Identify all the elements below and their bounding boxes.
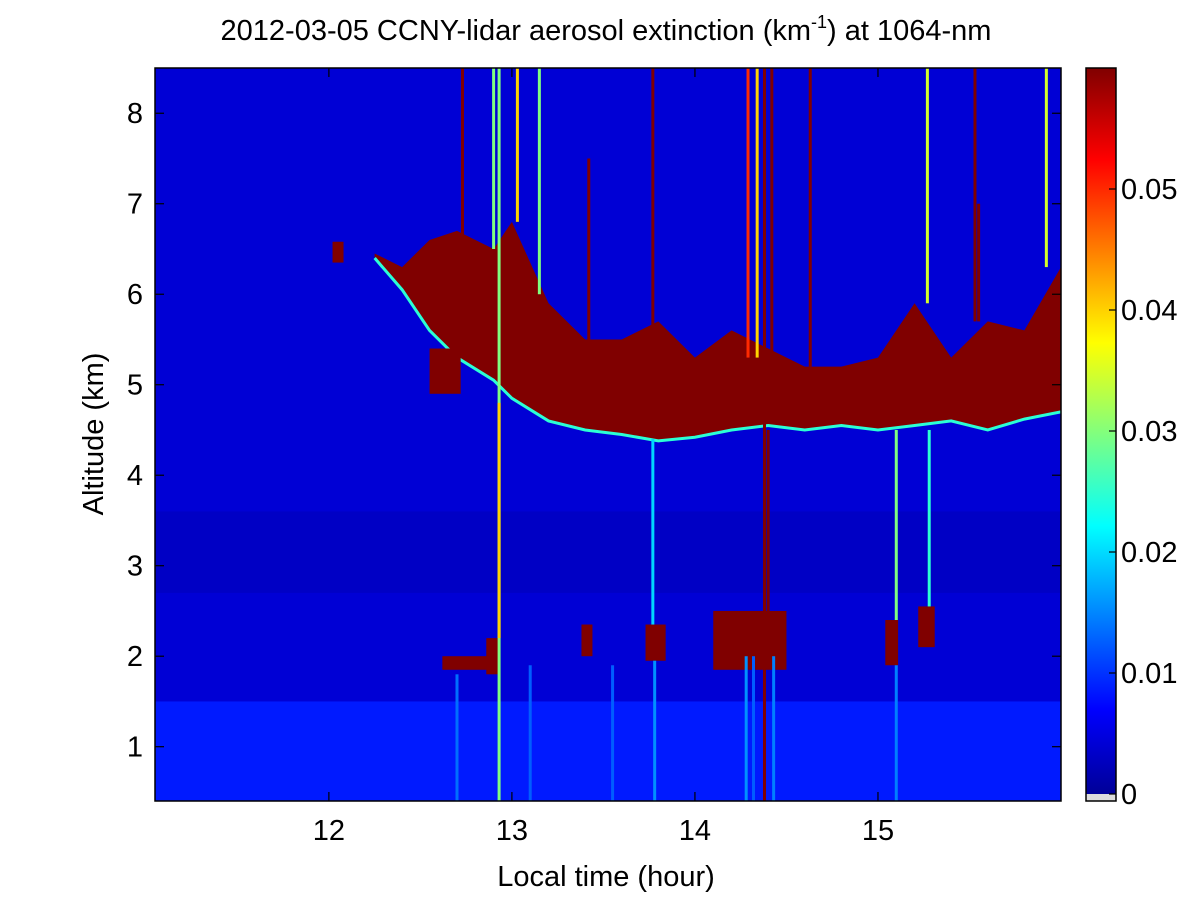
y-tick-label: 2 — [127, 641, 143, 673]
signal-streak-27 — [651, 439, 655, 625]
chart-title: 2012-03-05 CCNY-lidar aerosol extinction… — [221, 12, 992, 47]
x-tick-label: 15 — [862, 815, 894, 847]
colorbar-tick-label: 0 — [1121, 779, 1137, 811]
signal-streak-1 — [611, 665, 615, 801]
aerosol-layer-band — [155, 511, 1061, 593]
cloud-base-edge — [373, 257, 1061, 443]
low-cloud-3 — [645, 624, 666, 661]
low-cloud-4 — [713, 610, 787, 670]
background-free-troposphere — [155, 68, 1061, 801]
x-tick-label: 14 — [679, 815, 711, 847]
signal-streak-17 — [772, 656, 776, 801]
low-cloud-5 — [885, 620, 899, 666]
y-tick-label: 5 — [127, 370, 143, 402]
colorbar-tick-label: 0.05 — [1121, 174, 1177, 206]
signal-streak-3 — [455, 674, 459, 801]
x-tick-label: 13 — [496, 815, 528, 847]
signal-streak-9 — [651, 68, 655, 367]
signal-streak-6 — [492, 68, 496, 249]
x-tick-label: 12 — [313, 815, 345, 847]
colorbar-tick-label: 0.04 — [1121, 295, 1177, 327]
colorbar-tick-label: 0.02 — [1121, 537, 1177, 569]
y-tick-label: 1 — [127, 732, 143, 764]
x-axis-label: Local time (hour) — [497, 861, 715, 893]
signal-streak-2 — [653, 660, 657, 801]
signal-streak-13 — [762, 68, 766, 801]
signal-streak-24 — [977, 203, 981, 322]
low-cloud-6 — [918, 606, 935, 648]
signal-streak-22 — [927, 429, 931, 607]
y-axis-label: Altitude (km) — [78, 353, 110, 516]
signal-streak-7 — [515, 68, 519, 222]
signal-streak-10 — [587, 158, 591, 340]
signal-streak-20 — [894, 429, 898, 621]
signal-streak-12 — [755, 68, 759, 358]
signal-streak-16 — [752, 656, 756, 801]
colorbar-ticks: 0 0.01 0.02 0.03 0.04 0.05 — [1109, 174, 1177, 811]
signal-streak-28 — [766, 429, 770, 611]
boundary-layer-band — [155, 701, 1061, 801]
y-tick-label: 7 — [127, 189, 143, 221]
signal-streak-25 — [1044, 68, 1048, 268]
colorbar-tick-label: 0.03 — [1121, 416, 1177, 448]
colorbar-zero-swatch — [1086, 794, 1116, 801]
plot-frame — [154, 67, 1062, 802]
y-tick-label: 3 — [127, 551, 143, 583]
colorbar — [1086, 68, 1116, 801]
signal-streak-5 — [460, 68, 464, 349]
y-tick-label: 8 — [127, 98, 143, 130]
colorbar-frame — [1085, 67, 1117, 802]
signal-streak-14 — [770, 68, 774, 367]
low-cloud-2 — [581, 624, 593, 657]
signal-streak-21 — [925, 68, 929, 304]
signal-streak-26 — [497, 402, 501, 639]
low-cloud-0 — [442, 656, 494, 670]
cloud-patch-1 — [429, 348, 461, 394]
y-tick-label: 6 — [127, 279, 143, 311]
signal-streak-15 — [744, 656, 748, 801]
signal-streak-19 — [894, 665, 898, 801]
cirrus-cloud-layer — [374, 221, 1061, 441]
signal-streak-18 — [808, 68, 812, 367]
signal-streak-11 — [746, 68, 750, 358]
low-cloud-1 — [486, 638, 500, 675]
plot-area — [155, 68, 1061, 801]
cloud-patch-0 — [332, 241, 344, 263]
colorbar-tick-label: 0.01 — [1121, 658, 1177, 690]
y-tick-label: 4 — [127, 460, 143, 492]
signal-streak-8 — [537, 68, 541, 295]
signal-streak-0 — [528, 665, 532, 801]
signal-streak-23 — [973, 68, 977, 322]
